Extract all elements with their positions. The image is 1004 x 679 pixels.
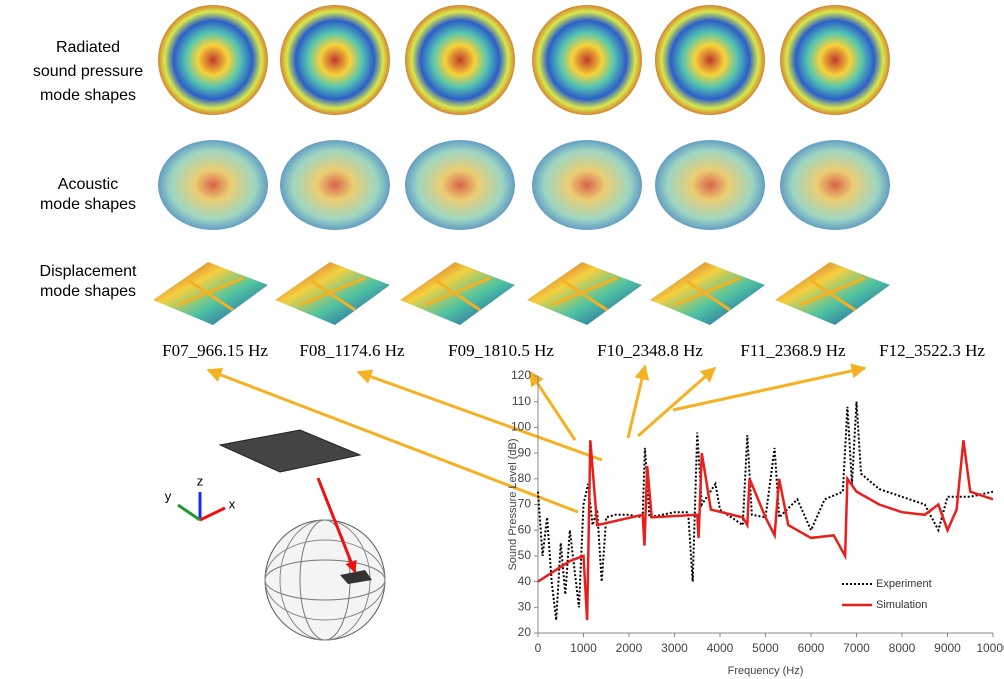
mode-label: F10_2348.8 Hz — [597, 341, 703, 360]
x-tick-label: 4000 — [707, 641, 734, 655]
y-tick-label: 60 — [518, 522, 532, 536]
y-tick-label: 90 — [518, 445, 532, 459]
mode-label: F09_1810.5 Hz — [448, 341, 554, 360]
x-tick-label: 1000 — [570, 641, 597, 655]
row-label: mode shapes — [40, 283, 136, 300]
legend-label: Experiment — [876, 578, 932, 590]
page: 20 30 40 50 60 70 80 90 100 110 120 0 1000 2000 3000 40… — [0, 0, 1004, 679]
x-tick-label: 3000 — [661, 641, 688, 655]
y-tick-label: 20 — [518, 625, 532, 639]
row-label: mode shapes — [40, 196, 136, 213]
acoustic-shape — [532, 140, 642, 230]
x-tick-label: 9000 — [934, 641, 961, 655]
radiated-shape — [280, 5, 390, 115]
radiated-shape — [532, 5, 642, 115]
x-tick-label: 0 — [535, 641, 542, 655]
y-tick-label: 30 — [518, 599, 532, 613]
y-tick-label: 80 — [518, 471, 532, 485]
row-label: mode shapes — [40, 87, 136, 104]
mode-label: F07_966.15 Hz — [162, 341, 268, 360]
mode-label: F12_3522.3 Hz — [879, 341, 985, 360]
y-tick-label: 120 — [511, 368, 531, 382]
chart: 20 30 40 50 60 70 80 90 100 110 120 0 1000 2000 3000 40… — [507, 368, 1004, 677]
x-tick-label: 10000 — [976, 641, 1004, 655]
figure: 20 30 40 50 60 70 80 90 100 110 120 0 1000 2000 3000 40… — [0, 0, 1004, 679]
mode-images — [153, 5, 890, 325]
x-tick-label: 5000 — [752, 641, 779, 655]
axis-triad-label: y — [165, 488, 172, 503]
radiated-shape — [655, 5, 765, 115]
axis-triad-label: z — [197, 473, 204, 488]
x-tick-label: 6000 — [798, 641, 825, 655]
x-tick-label: 2000 — [616, 641, 643, 655]
row-label: Displacement — [40, 263, 137, 280]
acoustic-shape — [405, 140, 515, 230]
radiated-shape — [158, 5, 268, 115]
row-label: Radiated — [56, 39, 120, 56]
radiated-shape — [780, 5, 890, 115]
x-tick-label: 7000 — [843, 641, 870, 655]
axis-triad-label: x — [229, 496, 236, 511]
y-tick-label: 50 — [518, 548, 532, 562]
mode-label: F08_1174.6 Hz — [299, 341, 405, 360]
acoustic-shape — [780, 140, 890, 230]
x-tick-label: 8000 — [889, 641, 916, 655]
row-label: Acoustic — [58, 176, 118, 193]
y-tick-label: 110 — [512, 394, 531, 408]
acoustic-shape — [655, 140, 765, 230]
acoustic-shape — [280, 140, 390, 230]
y-tick-label: 40 — [518, 574, 532, 588]
mesh-model — [178, 430, 385, 640]
y-tick-label: 100 — [511, 420, 531, 434]
radiated-shape — [405, 5, 515, 115]
mode-label: F11_2368.9 Hz — [740, 341, 846, 360]
series-line — [538, 440, 993, 620]
acoustic-shape — [158, 140, 268, 230]
legend-label: Simulation — [876, 599, 927, 611]
x-axis-label: Frequency (Hz) — [728, 665, 804, 677]
y-tick-label: 70 — [518, 497, 532, 511]
row-label: sound pressure — [33, 63, 143, 80]
y-axis-label: Sound Pressure Level (dB) — [507, 438, 519, 570]
